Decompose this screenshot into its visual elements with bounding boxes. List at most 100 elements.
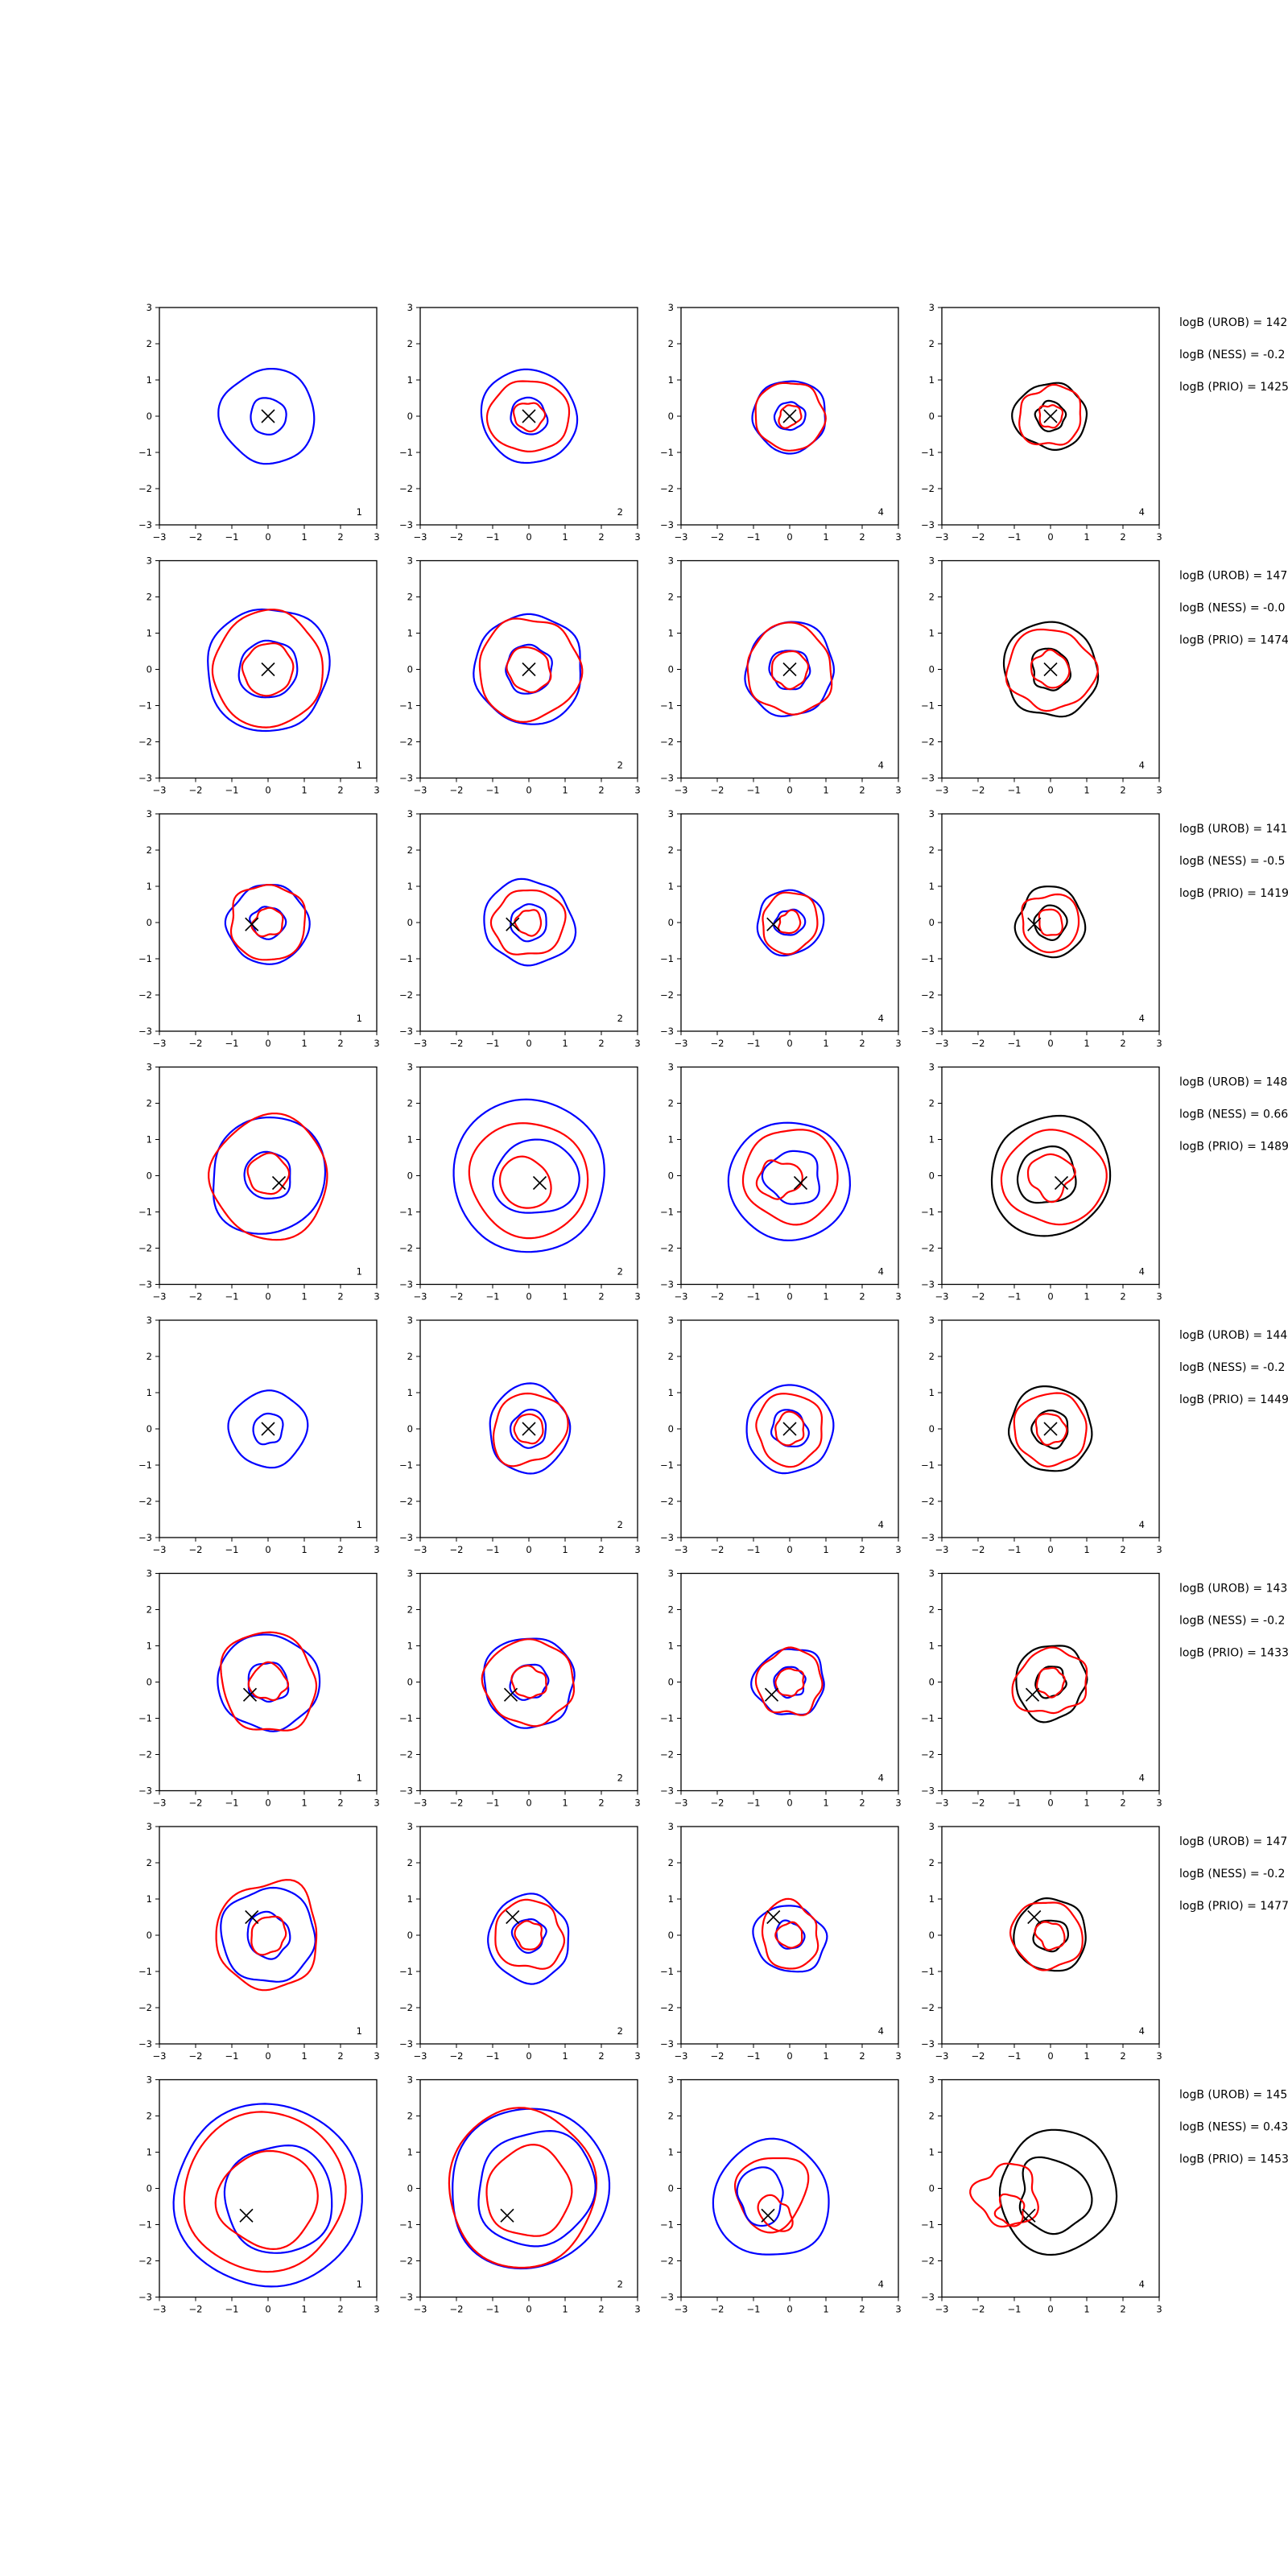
x-tick-label: 1 (562, 2050, 568, 2062)
x-tick-label: 0 (265, 2050, 270, 2062)
panel-r2-c1: −3−3 −2 −2 −1 −1 0 0 1 1 2 2 3 3 1 (138, 555, 380, 796)
x-tick-label: −1 (486, 1798, 500, 1809)
x-marker (1043, 409, 1058, 423)
contour-red-4 (250, 1915, 287, 1956)
x-tick-label: −3 (153, 1544, 167, 1555)
contour-black-1 (1002, 621, 1100, 718)
y-tick-label: 3 (147, 1821, 152, 1832)
x-marker (1027, 1909, 1042, 1925)
x-tick-label: 0 (1047, 1544, 1053, 1555)
contour-blue-1 (224, 884, 311, 965)
x-tick-label: −3 (153, 2050, 167, 2062)
y-tick-label: 3 (407, 808, 413, 819)
x-tick-label: −1 (225, 1798, 239, 1809)
x-tick-label: 3 (1156, 1038, 1162, 1049)
logb-annotation: logB (UROB) = 141 (1179, 823, 1287, 836)
x-tick-label: 0 (526, 785, 531, 796)
x-tick-label: −1 (225, 1544, 239, 1555)
x-tick-label: −1 (225, 531, 239, 543)
x-tick-label: 0 (265, 1798, 270, 1809)
contour-black-3 (1033, 904, 1068, 941)
y-tick-label: −2 (399, 1243, 413, 1254)
x-tick-label: 2 (1120, 1798, 1125, 1809)
x-tick-label: −3 (675, 2050, 688, 2062)
panel-r8-c3: −3−3 −2 −2 −1 −1 0 0 1 1 2 2 3 3 4 (660, 2074, 902, 2315)
y-tick-label: 3 (147, 1568, 152, 1579)
x-marker (261, 662, 275, 677)
y-tick-label: −2 (399, 989, 413, 1001)
contour-red-2 (229, 884, 307, 961)
contour-blue-3 (243, 1150, 291, 1199)
y-tick-label: −1 (921, 1713, 935, 1724)
panel-corner-label: 2 (617, 506, 623, 518)
y-tick-label: 0 (147, 411, 152, 422)
panel-corner-label: 1 (357, 1013, 362, 1024)
x-tick-label: −3 (153, 1798, 167, 1809)
y-tick-label: 0 (407, 1677, 413, 1688)
panel-r8-c4: −3−3 −2 −2 −1 −1 0 0 1 1 2 2 3 3 4 (921, 2074, 1162, 2315)
y-tick-label: −3 (138, 1785, 152, 1797)
y-tick-label: 2 (929, 1857, 935, 1868)
x-tick-label: 3 (895, 1291, 901, 1302)
y-tick-label: 2 (147, 844, 152, 856)
x-marker (245, 1909, 259, 1925)
panel-corner-label: 4 (878, 760, 884, 771)
contour-red-2 (485, 380, 571, 452)
panel-corner-label: 2 (617, 760, 623, 771)
x-tick-label: −3 (414, 531, 427, 543)
axes-frame (941, 1572, 1160, 1792)
x-tick-label: 2 (598, 785, 604, 796)
x-tick-label: −2 (189, 785, 203, 796)
y-tick-label: 3 (147, 1315, 152, 1326)
logb-annotation: logB (PRIO) = 1453 (1179, 2153, 1288, 2166)
x-tick-label: −3 (935, 2304, 949, 2315)
panel-corner-label: 4 (1139, 1519, 1145, 1530)
x-tick-label: −2 (972, 1544, 985, 1555)
y-tick-label: 1 (668, 1893, 674, 1905)
contour-red-2 (211, 609, 324, 729)
y-tick-label: −2 (660, 1749, 674, 1761)
panel-r2-c2: −3−3 −2 −2 −1 −1 0 0 1 1 2 2 3 3 2 (399, 555, 641, 796)
y-tick-label: −1 (399, 1966, 413, 1977)
y-tick-label: −3 (660, 1532, 674, 1543)
x-marker (782, 662, 797, 677)
x-tick-label: 1 (1084, 1544, 1089, 1555)
panel-r1-c1: −3−3 −2 −2 −1 −1 0 0 1 1 2 2 3 3 1 (138, 302, 380, 543)
contour-red-4 (755, 1159, 803, 1200)
x-tick-label: 3 (374, 1291, 379, 1302)
x-tick-label: 2 (337, 2304, 343, 2315)
contour-red-3 (969, 2162, 1039, 2228)
y-tick-label: −2 (921, 1243, 935, 1254)
contour-red-4 (506, 646, 552, 694)
x-tick-label: −2 (450, 1038, 464, 1049)
y-tick-label: −2 (921, 2002, 935, 2013)
y-tick-label: 3 (929, 555, 935, 567)
x-tick-label: −2 (711, 2050, 724, 2062)
contour-red-2 (448, 2107, 598, 2269)
x-tick-label: −2 (450, 2304, 464, 2315)
axes-frame (159, 1826, 378, 2045)
y-tick-label: 3 (407, 302, 413, 313)
y-tick-label: 3 (147, 302, 152, 313)
x-marker (532, 1175, 547, 1191)
contour-red-2 (183, 2111, 347, 2273)
contour-red-4 (510, 1665, 547, 1699)
x-tick-label: −2 (711, 1544, 724, 1555)
x-tick-label: −1 (747, 1798, 761, 1809)
x-tick-label: 0 (1047, 2050, 1053, 2062)
x-marker (522, 409, 536, 423)
x-tick-label: 2 (1120, 1544, 1125, 1555)
y-tick-label: −1 (399, 1207, 413, 1218)
x-tick-label: −3 (153, 531, 167, 543)
x-tick-label: −1 (1008, 1798, 1022, 1809)
y-tick-label: −3 (660, 1026, 674, 1037)
x-tick-label: −1 (1008, 1291, 1022, 1302)
x-tick-label: 3 (374, 2304, 379, 2315)
x-tick-label: 0 (265, 1038, 270, 1049)
x-tick-label: −2 (972, 1291, 985, 1302)
x-tick-label: −1 (486, 1038, 500, 1049)
y-tick-label: 3 (929, 808, 935, 819)
x-tick-label: 0 (786, 2050, 792, 2062)
x-tick-label: 1 (1084, 2050, 1089, 2062)
y-tick-label: −2 (399, 483, 413, 494)
